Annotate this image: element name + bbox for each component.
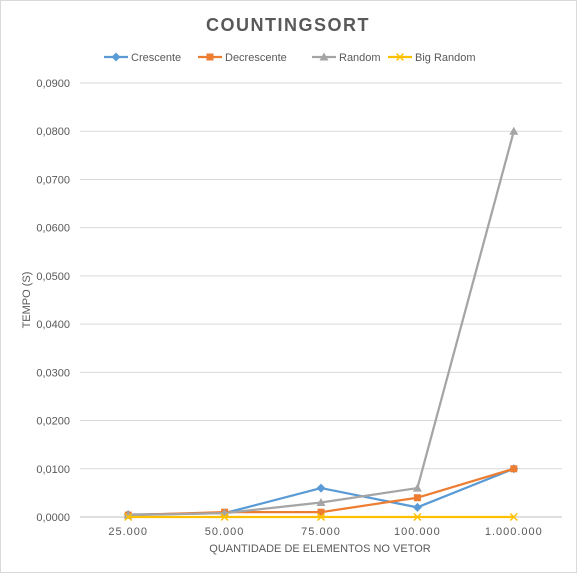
y-tick-label: 0,0000 [36,512,70,524]
legend-label: Big Random [415,52,476,64]
legend-label: Decrescente [225,52,287,64]
legend-marker [206,53,214,61]
data-point [413,512,422,522]
x-tick-label: 75.000 [301,526,341,538]
y-tick-label: 0,0300 [36,367,70,379]
series-line [128,130,515,517]
x-axis-ticks: 25.000 50.000 75.000 100.000 1.000.000 [108,526,543,538]
y-tick-label: 0,0200 [36,416,70,428]
legend-marker [319,52,329,61]
x-tick-label: 25.000 [108,526,148,538]
legend-entry: Crescente [104,52,181,64]
legend-label: Crescente [131,52,181,64]
data-point [316,498,326,507]
y-axis-title: TEMPO (S) [21,272,33,329]
y-tick-label: 0,0900 [36,78,70,90]
y-tick-label: 0,0100 [36,464,70,476]
data-point [413,494,421,502]
y-tick-label: 0,0800 [36,126,70,138]
data-point [220,512,229,522]
y-tick-label: 0,0500 [36,271,70,283]
data-point [412,502,422,512]
data-point [509,126,519,135]
y-tick-label: 0,0400 [36,319,70,331]
series-big-random [124,512,518,522]
y-tick-label: 0,0700 [36,174,70,186]
y-tick-label: 0,0600 [36,223,70,235]
x-tick-label: 1.000.000 [485,526,543,538]
data-point [412,483,422,492]
data-point [509,512,518,522]
data-point [124,512,133,522]
gridlines [80,82,562,518]
legend-marker [111,52,121,62]
legend-entry: Big Random [388,52,476,64]
legend-entry: Decrescente [198,52,287,64]
legend-entry: Random [312,52,381,64]
x-tick-label: 100.000 [394,526,441,538]
data-point [510,465,518,473]
data-point [317,508,325,516]
legend: Crescente Decrescente Random Big Random [104,52,476,64]
legend-label: Random [339,52,381,64]
chart-title: COUNTINGSORT [206,15,370,35]
series-random [123,126,519,519]
x-tick-label: 50.000 [205,526,245,538]
series-group [123,126,519,522]
data-point [316,512,326,522]
x-axis-title: QUANTIDADE DE ELEMENTOS NO VETOR [209,543,431,555]
legend-marker [395,52,405,62]
y-axis-ticks: 0,0000 0,0100 0,0200 0,0300 0,0400 0,0500 0,06… [36,78,70,524]
data-point [316,483,326,493]
